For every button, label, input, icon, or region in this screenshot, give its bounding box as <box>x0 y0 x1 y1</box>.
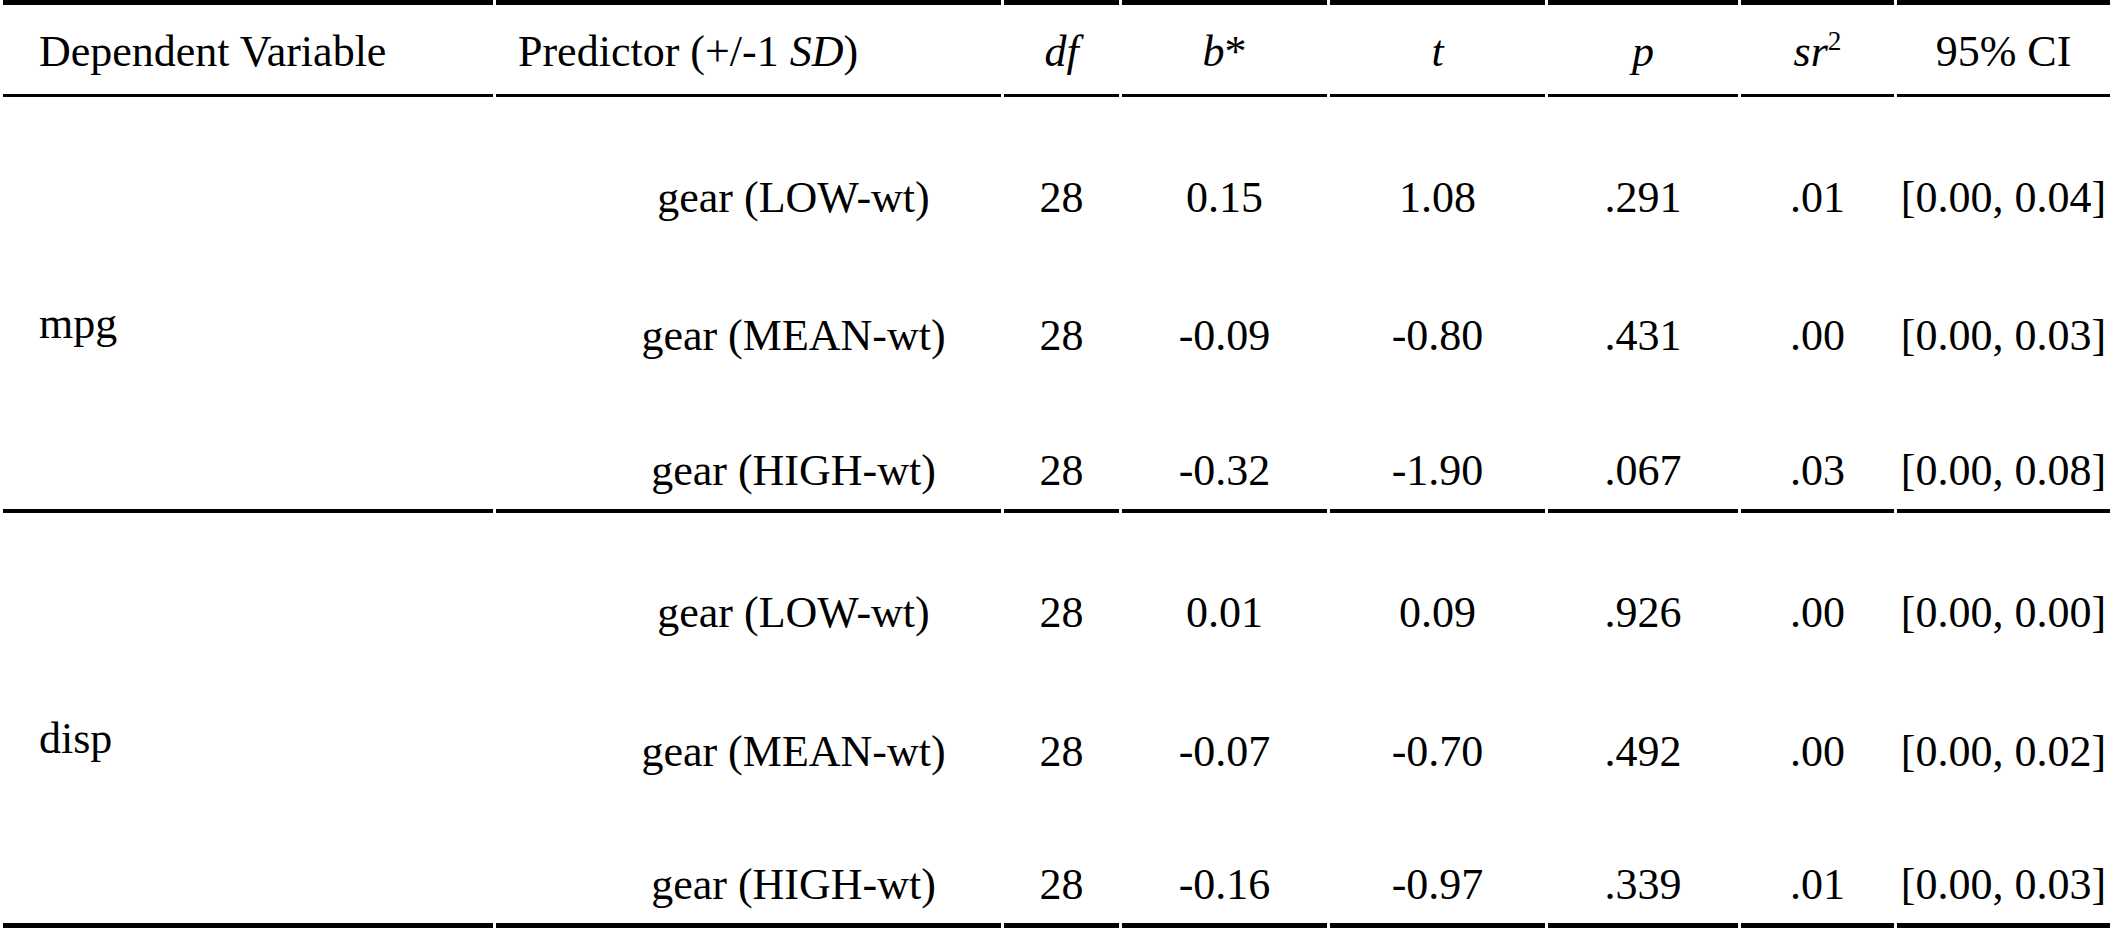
t-cell: 1.08 <box>1330 97 1545 236</box>
predictor-cell: gear (MEAN-wt) <box>496 236 1001 375</box>
ci-cell: [0.00, 0.00] <box>1897 513 2110 652</box>
df-cell: 28 <box>1004 97 1119 236</box>
ci-cell: [0.00, 0.03] <box>1897 790 2110 928</box>
ci-cell: [0.00, 0.04] <box>1897 97 2110 236</box>
col-header-p: p <box>1548 0 1738 97</box>
table-row: dispgear (LOW-wt)280.010.09.926.00[0.00,… <box>3 513 2110 652</box>
ci-cell: [0.00, 0.03] <box>1897 236 2110 375</box>
b-cell: -0.16 <box>1122 790 1327 928</box>
sr2-cell: .00 <box>1741 236 1894 375</box>
ci-cell: [0.00, 0.02] <box>1897 651 2110 790</box>
p-cell: .339 <box>1548 790 1738 928</box>
b-cell: -0.07 <box>1122 651 1327 790</box>
predictor-cell: gear (HIGH-wt) <box>496 374 1001 513</box>
sr2-cell: .00 <box>1741 651 1894 790</box>
col-header-ci: 95% CI <box>1897 0 2110 97</box>
col-header-t: t <box>1330 0 1545 97</box>
col-header-df: df <box>1004 0 1119 97</box>
col-header-sr2: sr2 <box>1741 0 1894 97</box>
col-header-b: b* <box>1122 0 1327 97</box>
t-cell: -0.97 <box>1330 790 1545 928</box>
p-cell: .067 <box>1548 374 1738 513</box>
t-cell: -0.80 <box>1330 236 1545 375</box>
p-cell: .926 <box>1548 513 1738 652</box>
sr2-cell: .03 <box>1741 374 1894 513</box>
sr2-cell: .01 <box>1741 97 1894 236</box>
predictor-cell: gear (HIGH-wt) <box>496 790 1001 928</box>
col-header-predictor: Predictor (+/-1 SD) <box>496 0 1001 97</box>
dependent-variable-cell: mpg <box>3 97 493 513</box>
b-cell: -0.32 <box>1122 374 1327 513</box>
p-cell: .291 <box>1548 97 1738 236</box>
df-cell: 28 <box>1004 374 1119 513</box>
t-cell: 0.09 <box>1330 513 1545 652</box>
df-cell: 28 <box>1004 790 1119 928</box>
df-cell: 28 <box>1004 651 1119 790</box>
predictor-cell: gear (LOW-wt) <box>496 513 1001 652</box>
df-cell: 28 <box>1004 236 1119 375</box>
regression-results-table: Dependent VariablePredictor (+/-1 SD)dfb… <box>0 0 2113 928</box>
b-cell: 0.01 <box>1122 513 1327 652</box>
b-cell: -0.09 <box>1122 236 1327 375</box>
predictor-cell: gear (MEAN-wt) <box>496 651 1001 790</box>
b-cell: 0.15 <box>1122 97 1327 236</box>
sr2-cell: .01 <box>1741 790 1894 928</box>
t-cell: -0.70 <box>1330 651 1545 790</box>
col-header-dv: Dependent Variable <box>3 0 493 97</box>
dependent-variable-cell: disp <box>3 513 493 928</box>
sr2-cell: .00 <box>1741 513 1894 652</box>
ci-cell: [0.00, 0.08] <box>1897 374 2110 513</box>
df-cell: 28 <box>1004 513 1119 652</box>
superscript: 2 <box>1828 27 1842 57</box>
p-cell: .431 <box>1548 236 1738 375</box>
t-cell: -1.90 <box>1330 374 1545 513</box>
predictor-cell: gear (LOW-wt) <box>496 97 1001 236</box>
table-row: mpggear (LOW-wt)280.151.08.291.01[0.00, … <box>3 97 2110 236</box>
header-row: Dependent VariablePredictor (+/-1 SD)dfb… <box>3 0 2110 97</box>
p-cell: .492 <box>1548 651 1738 790</box>
